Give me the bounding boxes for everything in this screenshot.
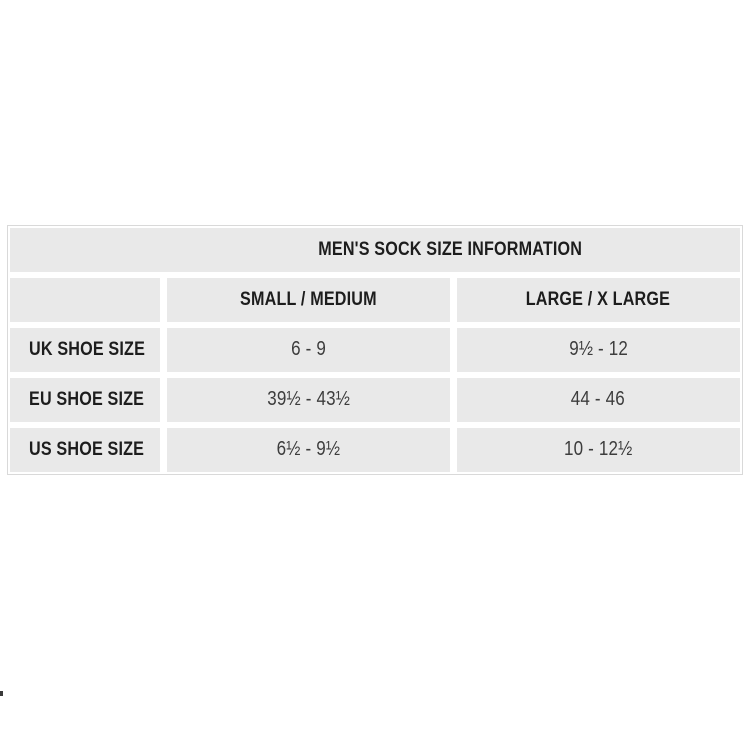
table-row-label-eu: EU SHOE SIZE [10, 378, 160, 422]
header-cell-large-xlarge: LARGE / X LARGE [456, 278, 740, 322]
value-eu-small-medium: 39½ - 43½ [266, 388, 350, 411]
table-cell-uk-large-xlarge: 9½ - 12 [456, 328, 740, 372]
table-cell-uk-small-medium: 6 - 9 [166, 328, 450, 372]
row-label-us-shoe-size: US SHOE SIZE [29, 438, 145, 460]
table-cell-eu-large-xlarge: 44 - 46 [456, 378, 740, 422]
value-uk-large-xlarge: 9½ - 12 [568, 338, 628, 361]
row-label-eu-shoe-size: EU SHOE SIZE [29, 388, 145, 410]
value-us-small-medium: 6½ - 9½ [276, 438, 341, 461]
header-cell-small-medium: SMALL / MEDIUM [166, 278, 450, 322]
table-cell-us-large-xlarge: 10 - 12½ [456, 428, 740, 472]
value-eu-large-xlarge: 44 - 46 [571, 388, 626, 411]
column-header-small-medium: SMALL / MEDIUM [239, 288, 377, 310]
table-row-label-uk: UK SHOE SIZE [10, 328, 160, 372]
sock-size-chart-grid: MEN'S SOCK SIZE INFORMATION SMALL / MEDI… [10, 228, 740, 472]
row-label-uk-shoe-size: UK SHOE SIZE [29, 338, 146, 360]
value-us-large-xlarge: 10 - 12½ [564, 438, 633, 461]
table-title-cell: MEN'S SOCK SIZE INFORMATION [10, 228, 740, 272]
table-cell-eu-small-medium: 39½ - 43½ [166, 378, 450, 422]
column-header-large-xlarge: LARGE / X LARGE [526, 288, 671, 310]
table-cell-us-small-medium: 6½ - 9½ [166, 428, 450, 472]
table-row-label-us: US SHOE SIZE [10, 428, 160, 472]
value-uk-small-medium: 6 - 9 [290, 338, 326, 361]
header-cell-empty [10, 278, 160, 322]
sock-size-chart-table: MEN'S SOCK SIZE INFORMATION SMALL / MEDI… [7, 225, 743, 475]
edge-artifact-speck [0, 691, 3, 696]
table-title: MEN'S SOCK SIZE INFORMATION [318, 238, 582, 260]
